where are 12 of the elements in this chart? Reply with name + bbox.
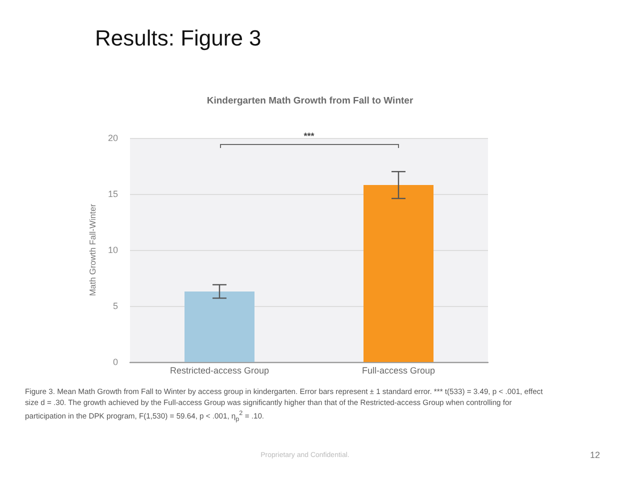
y-tick-label: 15 — [108, 189, 118, 199]
y-tick-label: 20 — [108, 133, 118, 143]
annotation: *** — [302, 130, 316, 142]
x-tick-label: Full-access Group — [362, 366, 436, 376]
y-tick-label: 0 — [112, 357, 118, 367]
text: 12 — [588, 450, 600, 460]
x-tick-label: Restricted-access Group — [170, 366, 270, 376]
chart-title: Results: Figure 3 — [95, 26, 262, 50]
chart-subtitle: Kindergarten Math Growth from Fall to Winter — [206, 96, 414, 106]
y-tick-label: 10 — [108, 245, 118, 255]
y-axis-title: Math Growth Fall-Winter — [88, 204, 98, 296]
y-tick-label: 5 — [112, 301, 118, 311]
